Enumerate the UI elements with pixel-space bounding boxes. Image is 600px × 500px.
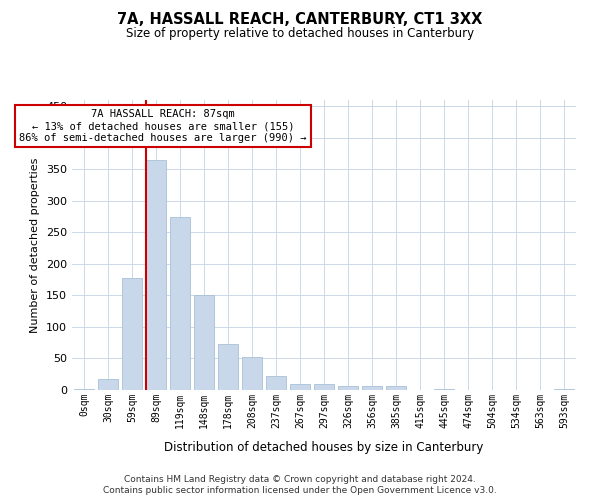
Bar bbox=[242, 356, 262, 390]
Bar bbox=[434, 388, 454, 390]
Bar bbox=[386, 386, 406, 390]
Bar bbox=[98, 380, 118, 390]
Y-axis label: Number of detached properties: Number of detached properties bbox=[31, 158, 40, 332]
Text: Distribution of detached houses by size in Canterbury: Distribution of detached houses by size … bbox=[164, 441, 484, 454]
Bar bbox=[74, 388, 94, 390]
Bar bbox=[554, 388, 574, 390]
Bar bbox=[122, 278, 142, 390]
Text: Contains public sector information licensed under the Open Government Licence v3: Contains public sector information licen… bbox=[103, 486, 497, 495]
Bar bbox=[146, 160, 166, 390]
Text: Contains HM Land Registry data © Crown copyright and database right 2024.: Contains HM Land Registry data © Crown c… bbox=[124, 475, 476, 484]
Bar bbox=[266, 376, 286, 390]
Text: Size of property relative to detached houses in Canterbury: Size of property relative to detached ho… bbox=[126, 28, 474, 40]
Bar bbox=[362, 386, 382, 390]
Bar bbox=[314, 384, 334, 390]
Text: 7A, HASSALL REACH, CANTERBURY, CT1 3XX: 7A, HASSALL REACH, CANTERBURY, CT1 3XX bbox=[118, 12, 482, 28]
Bar bbox=[290, 384, 310, 390]
Bar bbox=[194, 296, 214, 390]
Text: 7A HASSALL REACH: 87sqm
← 13% of detached houses are smaller (155)
86% of semi-d: 7A HASSALL REACH: 87sqm ← 13% of detache… bbox=[19, 110, 307, 142]
Bar bbox=[170, 216, 190, 390]
Bar bbox=[218, 344, 238, 390]
Bar bbox=[338, 386, 358, 390]
